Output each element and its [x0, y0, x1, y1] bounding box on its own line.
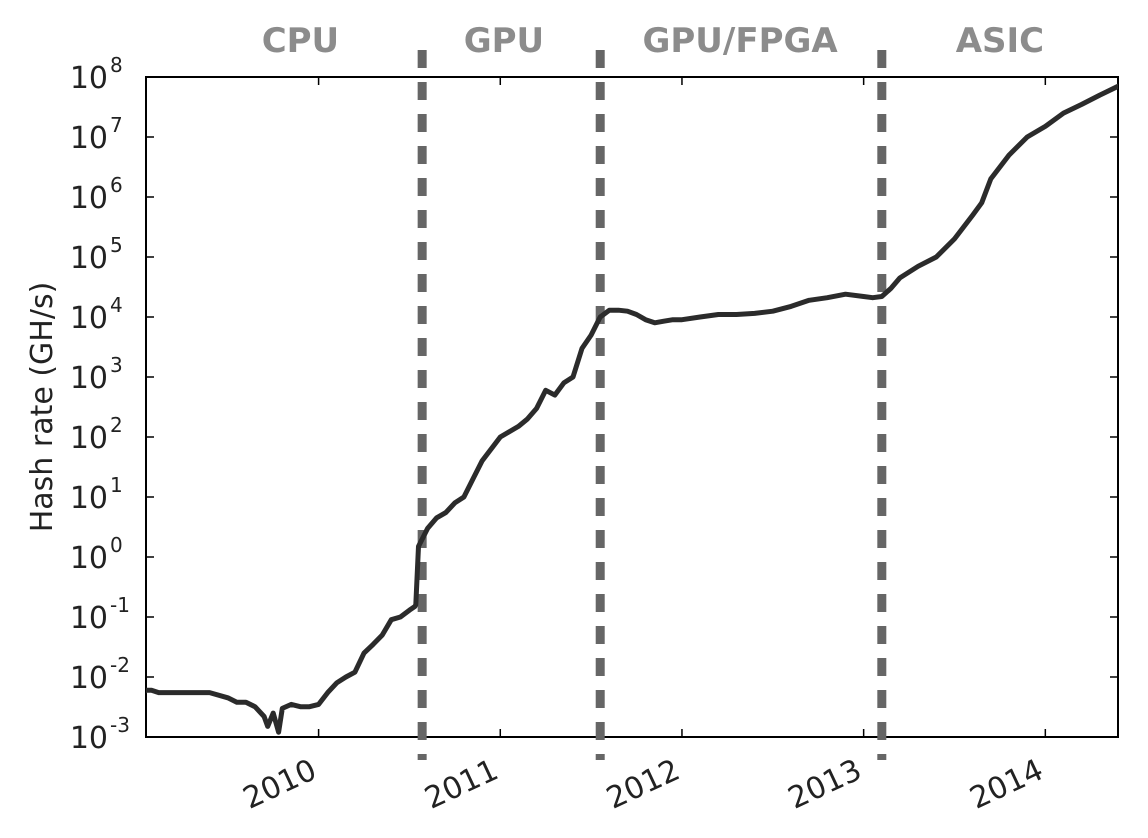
series-group	[146, 83, 1118, 735]
y-tick-exponent: 7	[110, 113, 123, 137]
series-line	[146, 83, 1118, 735]
y-tick-label: 10	[70, 181, 108, 216]
y-tick-label: 10	[70, 121, 108, 156]
y-tick-exponent: 6	[110, 173, 123, 197]
y-tick-exponent: -1	[110, 593, 130, 617]
x-tick-label: 2013	[783, 753, 867, 817]
y-tick-exponent: -3	[110, 713, 130, 737]
y-tick-label: 10	[70, 661, 108, 696]
y-tick-exponent: 5	[110, 233, 123, 257]
era-label: GPU	[464, 21, 544, 61]
x-axis-ticks: 2010 2011 2012 2013 2014	[238, 77, 1049, 817]
x-tick-label: 2010	[238, 753, 322, 817]
y-tick-exponent: 2	[110, 413, 123, 437]
y-tick-label: 10	[70, 601, 108, 636]
era-label: ASIC	[956, 21, 1044, 61]
y-tick-exponent: 8	[110, 53, 123, 77]
y-tick-exponent: -2	[110, 653, 130, 677]
y-tick-label: 10	[70, 61, 108, 96]
y-tick-label: 10	[70, 361, 108, 396]
plot-frame	[145, 76, 1119, 738]
x-tick-label: 2014	[965, 753, 1049, 817]
y-axis-label: Hash rate (GH/s)	[25, 282, 60, 533]
y-tick-label: 10	[70, 241, 108, 276]
y-tick-label: 10	[70, 301, 108, 336]
y-tick-label: 10	[70, 541, 108, 576]
y-tick-exponent: 3	[110, 353, 123, 377]
y-tick-label: 10	[70, 481, 108, 516]
y-tick-exponent: 0	[110, 533, 123, 557]
x-tick-label: 2011	[420, 753, 504, 817]
x-tick-label: 2012	[601, 753, 685, 817]
era-dividers	[417, 50, 887, 760]
y-tick-label: 10	[70, 421, 108, 456]
era-label: GPU/FPGA	[642, 21, 838, 61]
era-label: CPU	[262, 21, 339, 61]
era-labels: CPU GPU GPU/FPGA ASIC	[262, 21, 1044, 61]
y-tick-exponent: 1	[110, 473, 123, 497]
y-tick-exponent: 4	[110, 293, 123, 317]
y-tick-label: 10	[70, 721, 108, 756]
